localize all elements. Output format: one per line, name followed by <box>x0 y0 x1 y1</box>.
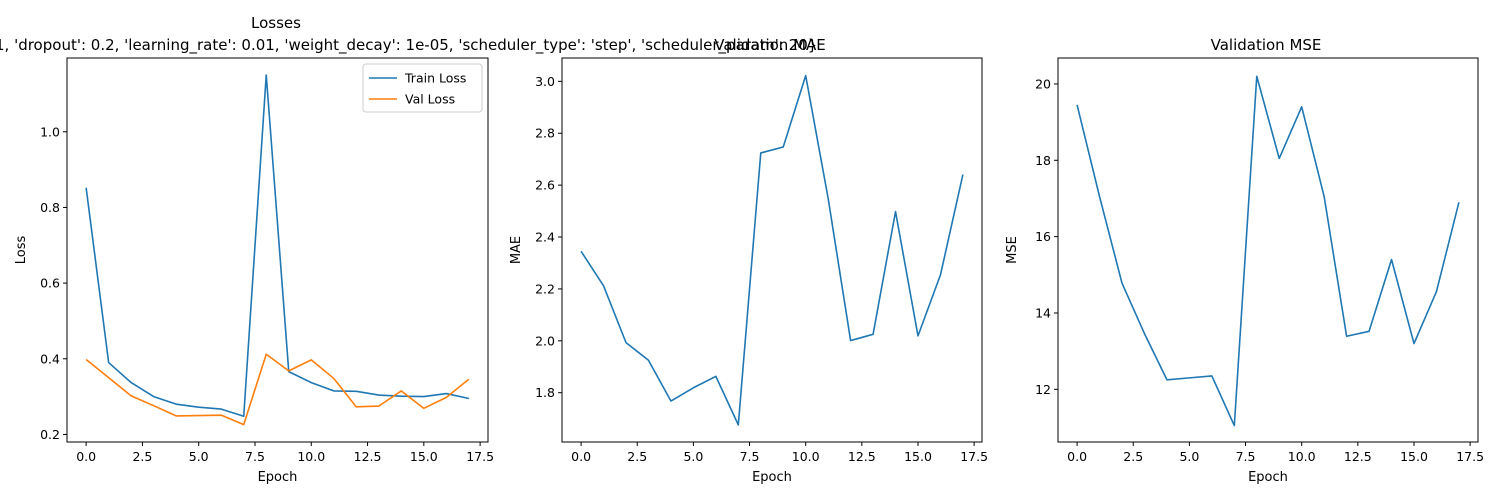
mse-y-tick-label: 20 <box>1035 76 1051 91</box>
loss-y-tick-label: 0.2 <box>40 427 60 442</box>
mse-series-line <box>1076 75 1460 427</box>
mse-axes-frame <box>1057 57 1479 443</box>
mse-x-axis-label: Epoch <box>1248 470 1288 485</box>
loss-x-tick-label: 12.5 <box>354 449 382 464</box>
mae-y-tick-label: 2.0 <box>535 333 555 348</box>
mse-y-tick-label: 12 <box>1035 382 1051 397</box>
figure-params-subtitle: 1, 'dropout': 0.2, 'learning_rate': 0.01… <box>0 36 817 55</box>
loss-y-tick-label: 1.0 <box>40 124 60 139</box>
mse-y-tick-label: 18 <box>1035 153 1051 168</box>
legend-box <box>362 63 483 113</box>
mse-x-tick-label: 5.0 <box>1179 449 1199 464</box>
mae-y-tick-label: 2.8 <box>535 126 555 141</box>
loss-x-tick-label: 7.5 <box>245 449 265 464</box>
mse-x-tick-label: 15.0 <box>1400 449 1428 464</box>
figure-title: Losses <box>251 14 301 32</box>
mae-x-tick-label: 10.0 <box>792 449 820 464</box>
mae-x-tick-label: 7.5 <box>740 449 760 464</box>
mae-plot-title: Validation MAE <box>714 36 826 54</box>
loss-x-tick-label: 17.5 <box>466 449 494 464</box>
mse-x-tick-label: 17.5 <box>1456 449 1484 464</box>
loss-y-tick-label: 0.6 <box>40 276 60 291</box>
legend-label: Train Loss <box>404 71 466 86</box>
loss-val-loss-line <box>85 353 470 426</box>
mse-x-tick-label: 0.0 <box>1067 449 1087 464</box>
mae-y-axis-label: MAE <box>509 236 524 264</box>
mse-x-tick-label: 10.0 <box>1288 449 1316 464</box>
loss-y-tick-label: 0.4 <box>40 351 60 366</box>
mae-y-tick-label: 3.0 <box>535 74 555 89</box>
loss-x-tick-label: 15.0 <box>410 449 438 464</box>
mae-axes-frame <box>561 57 983 443</box>
loss-legend: Train Loss Val Loss <box>362 63 483 113</box>
mae-x-tick-label: 5.0 <box>683 449 703 464</box>
mae-x-tick-label: 15.0 <box>904 449 932 464</box>
loss-x-tick-label: 5.0 <box>189 449 209 464</box>
mae-plot: 0.0 2.5 5.0 7.5 10.0 12.5 15.0 17.5 1.8 2.0 2.2 2.4… <box>509 57 988 485</box>
mae-x-tick-label: 0.0 <box>571 449 591 464</box>
loss-plot: 0.0 2.5 5.0 7.5 10.0 12.5 15.0 17.5 0.2 0.4 0.6 0.8… <box>14 57 494 485</box>
mse-x-tick-label: 7.5 <box>1236 449 1256 464</box>
loss-train-loss-line <box>85 74 470 418</box>
mse-x-tick-label: 2.5 <box>1123 449 1143 464</box>
mse-x-tick-label: 12.5 <box>1344 449 1372 464</box>
mae-y-tick-label: 2.2 <box>535 281 555 296</box>
mse-y-tick-label: 14 <box>1035 305 1051 320</box>
mae-x-tick-label: 2.5 <box>627 449 647 464</box>
loss-x-axis-label: Epoch <box>258 470 298 485</box>
mae-y-tick-label: 1.8 <box>535 385 555 400</box>
loss-y-tick-label: 0.8 <box>40 200 60 215</box>
loss-x-tick-label: 10.0 <box>297 449 325 464</box>
mae-x-tick-label: 12.5 <box>848 449 876 464</box>
loss-axes-frame <box>66 57 489 443</box>
mse-y-axis-label: MSE <box>1005 236 1020 264</box>
loss-x-tick-label: 2.5 <box>132 449 152 464</box>
legend-label: Val Loss <box>405 92 455 107</box>
mse-y-tick-label: 16 <box>1035 229 1051 244</box>
mse-plot-title: Validation MSE <box>1211 36 1322 54</box>
mae-y-tick-label: 2.4 <box>535 230 555 245</box>
mae-y-tick-label: 2.6 <box>535 178 555 193</box>
mae-x-tick-label: 17.5 <box>960 449 988 464</box>
loss-y-axis-label: Loss <box>14 236 29 265</box>
mse-plot: 0.0 2.5 5.0 7.5 10.0 12.5 15.0 17.5 12 14 16 18 20 Ep… <box>1005 57 1484 485</box>
mae-series-line <box>580 74 964 426</box>
mae-x-axis-label: Epoch <box>752 470 792 485</box>
loss-x-tick-label: 0.0 <box>76 449 96 464</box>
